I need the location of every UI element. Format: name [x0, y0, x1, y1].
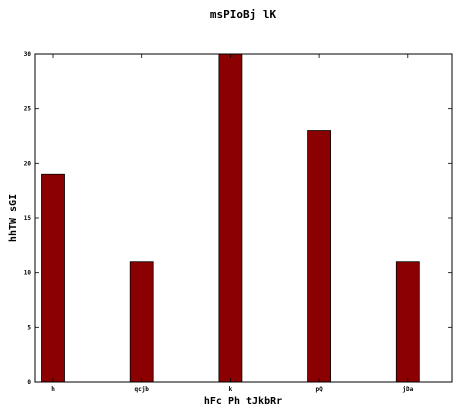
y-axis-label: hhTW sGI — [8, 194, 19, 242]
y-tick-label: 20 — [24, 160, 32, 167]
bar — [129, 261, 154, 383]
bar — [218, 53, 243, 383]
bar — [307, 130, 332, 383]
x-axis-label: hFc Ph tJkbRr — [204, 396, 282, 407]
y-tick-label: 30 — [24, 51, 32, 58]
plot-frame — [34, 53, 453, 383]
y-tick-label: 0 — [27, 379, 31, 386]
y-tick-label: 25 — [24, 106, 32, 113]
bar — [395, 261, 420, 383]
x-tick-label: h — [51, 386, 55, 393]
y-tick-label: 5 — [27, 324, 31, 331]
y-tick-label: 15 — [24, 215, 32, 222]
x-tick-label: k — [229, 386, 233, 393]
x-tick-label: pQ — [315, 386, 323, 393]
x-tick-label: qcjb — [134, 386, 149, 393]
y-tick-label: 10 — [24, 270, 32, 277]
x-tick-label: jDa — [402, 386, 413, 393]
bar — [41, 173, 65, 383]
chart-title: msPIoBj lK — [210, 8, 277, 21]
plot-area: h qcjb k pQ jDa 0 5 10 15 20 25 30 — [24, 51, 453, 393]
